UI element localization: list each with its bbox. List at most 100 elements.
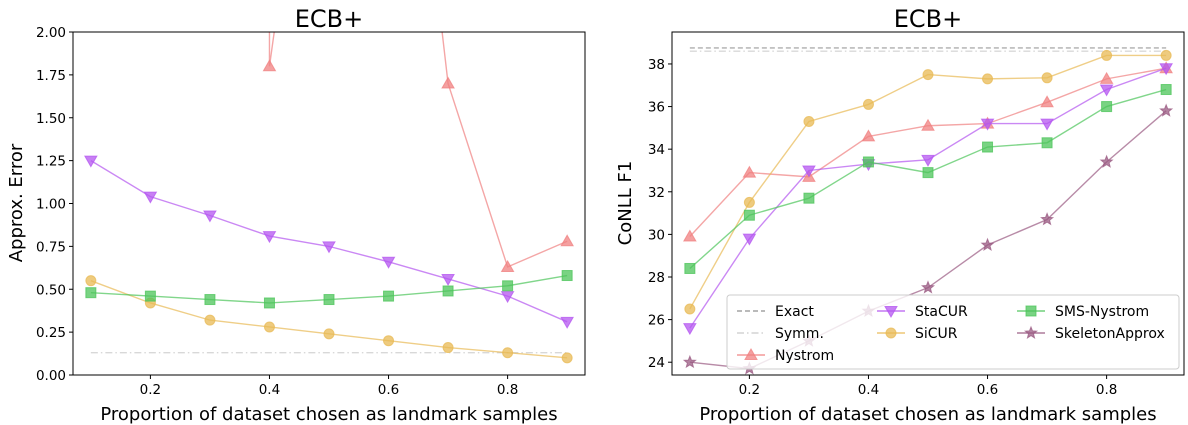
- legend-marker-sms-nystrom: [1025, 305, 1037, 317]
- data-point-stacur: [262, 231, 277, 244]
- data-point-sicur: [982, 73, 994, 85]
- x-tick-label: 0.4: [858, 382, 879, 398]
- y-tick-label: 36: [648, 100, 665, 116]
- data-point-sicur: [561, 352, 573, 364]
- legend-marker-stacur: [884, 306, 898, 319]
- data-point-nystrom: [262, 59, 277, 72]
- data-point-sms-nystrom: [803, 192, 815, 204]
- data-point-sicur: [502, 347, 514, 359]
- data-point-stacur: [203, 210, 217, 223]
- data-point-skeletonapprox: [1099, 154, 1114, 168]
- data-point-sicur: [1101, 49, 1113, 61]
- data-point-sicur: [263, 321, 275, 333]
- data-point-sicur: [383, 335, 395, 347]
- series-group: [83, 32, 575, 364]
- legend-marker-nystrom: [744, 347, 758, 360]
- data-point-stacur: [1159, 63, 1174, 76]
- data-point-nystrom: [500, 259, 515, 272]
- data-point-stacur: [322, 241, 336, 254]
- y-tick-label: 0.00: [36, 368, 66, 384]
- data-point-nystrom: [921, 118, 935, 131]
- data-point-sicur: [803, 115, 815, 127]
- data-point-stacur: [980, 118, 995, 131]
- legend-label-sms-nystrom: SMS-Nystrom: [1055, 304, 1149, 320]
- data-point-sms-nystrom: [263, 297, 275, 309]
- data-point-sms-nystrom: [1041, 137, 1053, 149]
- y-tick-label: 24: [648, 355, 665, 371]
- data-point-sms-nystrom: [922, 167, 934, 179]
- series-line-nystrom: [268, 32, 568, 268]
- y-axis-label: CoNLL F1: [615, 161, 636, 246]
- legend: Exact StaCUR SMS-Nystrom Symm. SiCUR Skeleton…: [726, 294, 1180, 370]
- y-tick-label: 1.50: [36, 111, 66, 127]
- x-axis-label: Proportion of dataset chosen as landmark…: [699, 404, 1156, 425]
- y-tick-label: 2.00: [36, 25, 66, 41]
- data-point-sms-nystrom: [743, 209, 755, 221]
- y-tick-label: 1.25: [36, 154, 66, 170]
- data-point-sicur: [743, 196, 755, 208]
- data-point-sms-nystrom: [561, 270, 573, 282]
- data-point-sicur: [684, 303, 696, 315]
- data-point-sms-nystrom: [383, 290, 395, 302]
- plot-area: [72, 31, 586, 376]
- series-group: [682, 47, 1174, 375]
- y-tick-label: 28: [648, 270, 665, 286]
- data-point-sicur: [323, 328, 335, 340]
- data-point-stacur: [143, 191, 158, 204]
- y-tick-label: 0.75: [36, 239, 66, 255]
- chart-title: ECB+: [295, 5, 364, 33]
- data-point-sms-nystrom: [442, 285, 454, 297]
- x-tick-label: 0.2: [739, 382, 760, 398]
- data-point-stacur: [560, 316, 575, 329]
- data-point-sicur: [862, 98, 874, 110]
- legend-label-stacur: StaCUR: [915, 304, 968, 320]
- legend-marker-skeletonapprox: [1023, 325, 1039, 339]
- data-point-nystrom: [560, 234, 575, 247]
- x-tick-label: 0.6: [977, 382, 998, 398]
- series-line-sms-nystrom: [689, 88, 1167, 270]
- data-point-stacur: [921, 154, 935, 167]
- data-point-sms-nystrom: [982, 141, 994, 153]
- y-tick-label: 1.75: [36, 68, 66, 84]
- data-point-sicur: [204, 314, 216, 326]
- data-point-stacur: [682, 323, 697, 336]
- plot-area: [671, 31, 1185, 376]
- x-tick-label: 0.8: [497, 382, 518, 398]
- legend-marker-sicur: [885, 327, 897, 339]
- y-tick-label: 32: [648, 185, 665, 201]
- data-point-stacur: [1040, 118, 1054, 131]
- y-tick-label: 38: [648, 57, 665, 73]
- data-point-nystrom: [1040, 95, 1054, 108]
- data-point-skeletonapprox: [920, 280, 936, 294]
- data-point-skeletonapprox: [682, 354, 697, 369]
- y-axis-label: Approx. Error: [6, 143, 27, 262]
- y-tick-label: 0.50: [36, 282, 66, 298]
- data-point-sms-nystrom: [85, 287, 97, 299]
- data-point-sms-nystrom: [1101, 101, 1113, 113]
- data-point-nystrom: [742, 165, 757, 178]
- data-point-sms-nystrom: [204, 294, 216, 306]
- data-point-sms-nystrom: [144, 290, 156, 302]
- data-point-sicur: [922, 69, 934, 81]
- data-point-sicur: [85, 275, 97, 287]
- legend-label-sicur: SiCUR: [915, 326, 958, 342]
- data-point-sms-nystrom: [684, 262, 696, 274]
- data-point-sms-nystrom: [1160, 84, 1172, 96]
- legend-box: [726, 294, 1180, 370]
- data-point-skeletonapprox: [1159, 103, 1174, 117]
- series-line-sicur: [689, 54, 1167, 310]
- data-point-stacur: [742, 233, 757, 246]
- data-point-sms-nystrom: [862, 156, 874, 168]
- x-tick-label: 0.8: [1096, 382, 1117, 398]
- data-point-sms-nystrom: [502, 280, 514, 292]
- data-point-sicur: [1041, 72, 1053, 84]
- data-point-stacur: [441, 273, 455, 286]
- data-point-nystrom: [1099, 71, 1114, 84]
- data-point-sicur: [442, 342, 454, 354]
- data-point-stacur: [500, 291, 515, 304]
- legend-label-exact: Exact: [775, 304, 814, 320]
- data-point-sms-nystrom: [323, 294, 335, 306]
- legend-label-skeletonapprox: SkeletonApprox: [1055, 326, 1165, 342]
- legend-label-nystrom: Nystrom: [775, 348, 834, 364]
- x-axis-label: Proportion of dataset chosen as landmark…: [100, 404, 557, 425]
